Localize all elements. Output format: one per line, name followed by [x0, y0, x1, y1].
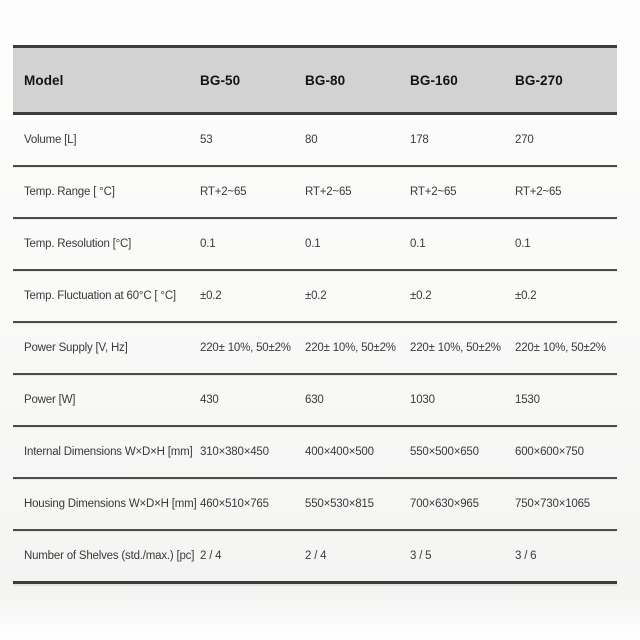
row-label: Temp. Fluctuation at 60°C [ °C] — [24, 290, 176, 302]
cell-value: RT+2~65 — [515, 186, 562, 198]
cell-value: 630 — [305, 394, 324, 406]
table-row-internal-dimensions: Internal Dimensions W×D×H [mm] 310×380×4… — [13, 427, 617, 479]
table-row-power: Power [W] 430 630 1030 1530 — [13, 375, 617, 427]
cell-value: 3 / 5 — [410, 550, 432, 562]
cell-value: 2 / 4 — [305, 550, 327, 562]
cell-value: 0.1 — [200, 238, 216, 250]
cell-value: 220± 10%, 50±2% — [200, 342, 291, 354]
cell-value: 53 — [200, 134, 213, 146]
cell-value: 700×630×965 — [410, 498, 479, 510]
cell-value: 0.1 — [515, 238, 531, 250]
cell-value: 550×530×815 — [305, 498, 374, 510]
cell-value: 460×510×765 — [200, 498, 269, 510]
row-label: Power Supply [V, Hz] — [24, 342, 128, 354]
spec-table: Model BG-50 BG-80 BG-160 BG-270 Volume [… — [13, 45, 617, 584]
cell-value: 430 — [200, 394, 219, 406]
cell-value: 0.1 — [410, 238, 426, 250]
header-col-bg50: BG-50 — [200, 72, 241, 88]
header-col-bg160: BG-160 — [410, 72, 458, 88]
cell-value: 80 — [305, 134, 318, 146]
cell-value: 1030 — [410, 394, 435, 406]
cell-value: 2 / 4 — [200, 550, 222, 562]
header-col-bg270: BG-270 — [515, 72, 563, 88]
cell-value: ±0.2 — [515, 290, 537, 302]
cell-value: ±0.2 — [200, 290, 222, 302]
cell-value: RT+2~65 — [200, 186, 247, 198]
table-row-volume: Volume [L] 53 80 178 270 — [13, 115, 617, 167]
header-col-bg80: BG-80 — [305, 72, 346, 88]
cell-value: 310×380×450 — [200, 446, 269, 458]
cell-value: 550×500×650 — [410, 446, 479, 458]
cell-value: 220± 10%, 50±2% — [305, 342, 396, 354]
cell-value: 0.1 — [305, 238, 321, 250]
table-row-temp-range: Temp. Range [ °C] RT+2~65 RT+2~65 RT+2~6… — [13, 167, 617, 219]
cell-value: 1530 — [515, 394, 540, 406]
table-row-housing-dimensions: Housing Dimensions W×D×H [mm] 460×510×76… — [13, 479, 617, 531]
row-label: Internal Dimensions W×D×H [mm] — [24, 446, 193, 458]
table-row-temp-resolution: Temp. Resolution [°C] 0.1 0.1 0.1 0.1 — [13, 219, 617, 271]
cell-value: 220± 10%, 50±2% — [515, 342, 606, 354]
header-model-label: Model — [24, 72, 64, 88]
cell-value: 3 / 6 — [515, 550, 537, 562]
cell-value: ±0.2 — [305, 290, 327, 302]
cell-value: 600×600×750 — [515, 446, 584, 458]
row-label: Housing Dimensions W×D×H [mm] — [24, 498, 197, 510]
cell-value: RT+2~65 — [305, 186, 352, 198]
row-label: Number of Shelves (std./max.) [pc] — [24, 550, 195, 562]
table-row-shelves: Number of Shelves (std./max.) [pc] 2 / 4… — [13, 531, 617, 584]
row-label: Temp. Range [ °C] — [24, 186, 115, 198]
table-header-row: Model BG-50 BG-80 BG-160 BG-270 — [13, 45, 617, 115]
table-row-temp-fluctuation: Temp. Fluctuation at 60°C [ °C] ±0.2 ±0.… — [13, 271, 617, 323]
row-label: Volume [L] — [24, 134, 77, 146]
row-label: Temp. Resolution [°C] — [24, 238, 132, 250]
cell-value: 270 — [515, 134, 534, 146]
cell-value: 220± 10%, 50±2% — [410, 342, 501, 354]
cell-value: ±0.2 — [410, 290, 432, 302]
table-row-power-supply: Power Supply [V, Hz] 220± 10%, 50±2% 220… — [13, 323, 617, 375]
cell-value: 400×400×500 — [305, 446, 374, 458]
cell-value: 750×730×1065 — [515, 498, 590, 510]
row-label: Power [W] — [24, 394, 76, 406]
cell-value: RT+2~65 — [410, 186, 457, 198]
cell-value: 178 — [410, 134, 429, 146]
